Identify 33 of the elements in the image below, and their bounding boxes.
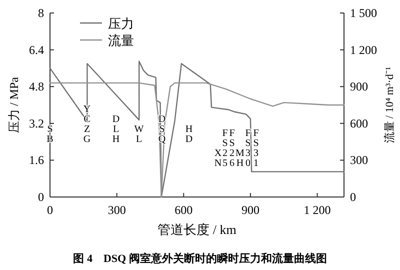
y2-axis-title: 流量 / 10⁴ m³·d⁻¹: [383, 66, 396, 144]
y-tick-label: 3.2: [29, 116, 44, 130]
annotation: DSQ: [158, 114, 166, 145]
x-tick-label: 600: [174, 203, 193, 217]
caption: 图 4 DSQ 阀室意外关断时的瞬时压力和流量曲线图: [73, 252, 327, 265]
annotation: FS30: [245, 128, 252, 169]
legend-label: 压力: [108, 16, 134, 31]
x-tick-label: 1 200: [304, 203, 331, 217]
y-tick-label: 8: [38, 6, 44, 20]
y-axis-title: 压力 / MPa: [7, 76, 21, 134]
y2-tick-label: 300: [350, 153, 368, 168]
y2-tick-label: 0: [350, 190, 356, 204]
annotation: MH: [236, 148, 245, 169]
legend-label: 流量: [108, 33, 134, 48]
y-tick-label: 4.8: [29, 80, 44, 94]
y-tick-label: 1.6: [29, 153, 44, 168]
annotation: WL: [134, 124, 144, 145]
y2-tick-label: 900: [350, 80, 368, 94]
x-axis-title: 管道长度 / km: [158, 222, 236, 237]
x-tick-label: 0: [47, 203, 53, 217]
y2-tick-label: 600: [350, 116, 368, 130]
y-tick-label: 0: [38, 190, 44, 204]
x-tick-label: 900: [241, 203, 260, 217]
y2-tick-label: 1 500: [350, 6, 377, 20]
annotation: FS26: [229, 128, 236, 169]
annotation: FS25: [222, 128, 228, 169]
annotation: DLH: [112, 114, 120, 145]
annotation: XN: [214, 148, 222, 169]
annotation: HD: [185, 124, 193, 145]
y-tick-label: 6.4: [29, 42, 44, 57]
annotation: FS31: [253, 128, 260, 169]
y2-tick-label: 1 200: [350, 42, 377, 57]
x-tick-label: 300: [108, 203, 126, 217]
